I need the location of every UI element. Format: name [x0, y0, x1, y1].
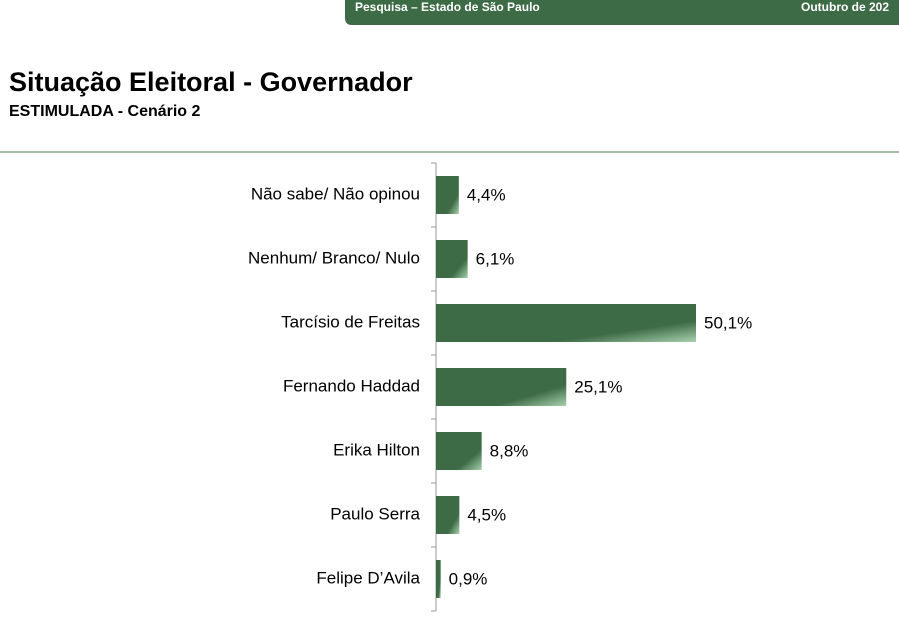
category-label: Fernando Haddad — [283, 376, 420, 395]
value-label: 25,1% — [574, 377, 622, 396]
bar — [436, 496, 460, 534]
chart-title: Situação Eleitoral - Governador — [9, 67, 413, 97]
category-label: Tarcísio de Freitas — [281, 312, 420, 331]
bar — [436, 560, 441, 598]
bar — [436, 176, 459, 214]
bar — [436, 240, 468, 278]
value-label: 50,1% — [704, 313, 752, 332]
header-right: Outubro de 202 — [801, 0, 889, 14]
value-label: 4,4% — [467, 185, 506, 204]
category-label: Erika Hilton — [333, 440, 420, 459]
bar — [436, 432, 482, 470]
bar — [436, 304, 696, 342]
chart-subtitle: ESTIMULADA - Cenário 2 — [9, 103, 201, 120]
category-label: Paulo Serra — [330, 504, 420, 523]
value-label: 6,1% — [476, 249, 515, 268]
category-label: Nenhum/ Branco/ Nulo — [248, 248, 420, 267]
bar — [436, 368, 567, 406]
category-label: Felipe D’Avila — [316, 568, 420, 587]
value-label: 0,9% — [449, 569, 488, 588]
value-label: 8,8% — [490, 441, 529, 460]
header-bar — [345, 0, 899, 25]
value-label: 4,5% — [467, 505, 506, 524]
header-left: Pesquisa – Estado de São Paulo — [355, 0, 540, 14]
category-label: Não sabe/ Não opinou — [251, 184, 420, 203]
